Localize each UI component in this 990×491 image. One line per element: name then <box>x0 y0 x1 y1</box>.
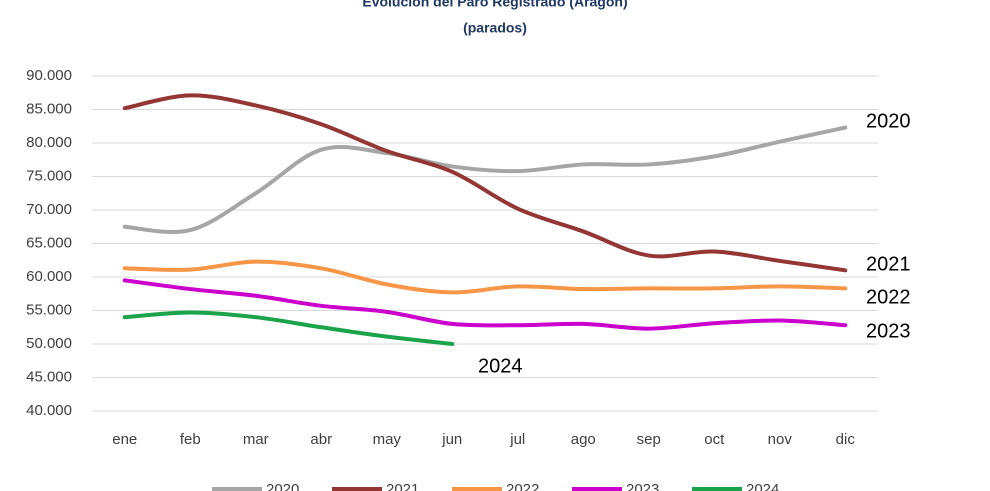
legend-label: 2024 <box>746 481 779 491</box>
series-line <box>122 125 848 234</box>
x-tick-label: sep <box>637 431 661 448</box>
series-line <box>122 259 848 295</box>
x-tick-label: feb <box>180 431 201 448</box>
x-tick-label: dic <box>836 431 856 448</box>
y-tick-label: 70.000 <box>26 201 72 218</box>
y-tick-label: 40.000 <box>26 402 72 419</box>
x-tick-label: ene <box>112 431 137 448</box>
x-tick-label: oct <box>704 431 725 448</box>
legend-label: 2022 <box>506 481 539 491</box>
series-line <box>122 93 848 273</box>
annotation: 2023 <box>866 320 911 342</box>
legend-label: 2021 <box>386 481 419 491</box>
y-tick-label: 55.000 <box>26 301 72 318</box>
legend-label: 2020 <box>266 481 299 491</box>
x-tick-label: ago <box>571 431 596 448</box>
series-line <box>122 310 455 346</box>
annotation: 2020 <box>866 110 911 132</box>
x-tick-label: nov <box>768 431 793 448</box>
y-tick-label: 85.000 <box>26 100 72 117</box>
y-tick-label: 80.000 <box>26 134 72 151</box>
annotation: 2021 <box>866 253 911 275</box>
x-tick-label: may <box>373 431 402 448</box>
y-tick-label: 50.000 <box>26 335 72 352</box>
series-line <box>122 278 848 331</box>
annotation: 2024 <box>478 355 523 377</box>
y-tick-label: 60.000 <box>26 268 72 285</box>
annotation: 2022 <box>866 286 911 308</box>
y-tick-label: 45.000 <box>26 368 72 385</box>
x-tick-label: mar <box>243 431 269 448</box>
y-tick-label: 75.000 <box>26 167 72 184</box>
chart-subtitle: (parados) <box>463 20 527 36</box>
chart-title: Evolución del Paro Registrado (Aragón) <box>362 0 627 10</box>
y-tick-label: 90.000 <box>26 67 72 84</box>
legend-label: 2023 <box>626 481 659 491</box>
x-tick-label: abr <box>310 431 332 448</box>
y-tick-label: 65.000 <box>26 234 72 251</box>
x-tick-label: jun <box>441 431 462 448</box>
x-tick-label: jul <box>509 431 525 448</box>
